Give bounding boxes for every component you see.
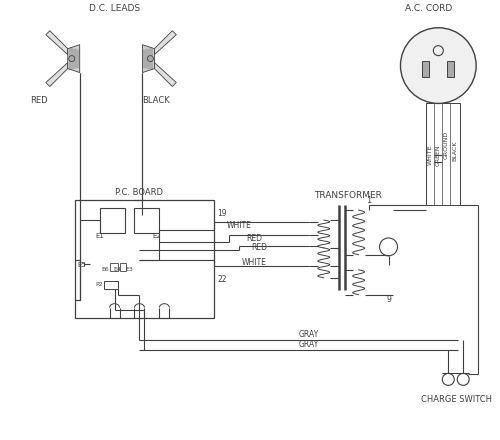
Text: P2: P2 (95, 282, 102, 287)
Circle shape (400, 28, 476, 103)
Bar (448, 61, 454, 77)
Polygon shape (46, 62, 68, 87)
Text: E4: E4 (114, 268, 122, 272)
Text: GREEN: GREEN (436, 144, 441, 166)
Bar (134, 208, 160, 233)
Text: D.C. LEADS: D.C. LEADS (89, 4, 140, 13)
Text: WHITE: WHITE (242, 258, 266, 268)
Bar (110, 263, 118, 271)
Text: P.C. BOARD: P.C. BOARD (114, 187, 162, 197)
Polygon shape (154, 31, 176, 55)
Text: E2: E2 (152, 233, 162, 239)
Text: TRANSFORMER: TRANSFORMER (314, 191, 382, 200)
Bar (100, 208, 124, 233)
Text: E6: E6 (102, 268, 110, 272)
Text: GRAY: GRAY (298, 340, 319, 349)
Text: WHITE: WHITE (428, 145, 433, 165)
Text: 9: 9 (386, 295, 391, 304)
Text: A.C. CORD: A.C. CORD (404, 4, 452, 13)
Bar (422, 61, 430, 77)
Polygon shape (154, 62, 176, 87)
Text: RED: RED (30, 96, 48, 105)
Text: GRAY: GRAY (298, 330, 319, 339)
Bar (104, 281, 118, 289)
Text: 1: 1 (366, 195, 371, 205)
Text: WHITE: WHITE (226, 221, 252, 231)
Polygon shape (68, 45, 80, 73)
Bar (74, 200, 214, 318)
Bar (426, 103, 460, 205)
Text: E3: E3 (126, 268, 134, 272)
Bar (120, 263, 126, 271)
Text: BLACK: BLACK (453, 140, 458, 161)
Text: RED: RED (251, 243, 267, 253)
Text: RED: RED (246, 235, 262, 243)
Text: E5: E5 (78, 262, 86, 268)
Text: CHARGE SWITCH: CHARGE SWITCH (421, 395, 492, 404)
Polygon shape (142, 45, 154, 73)
Polygon shape (46, 31, 68, 55)
Text: GROUND: GROUND (444, 131, 449, 159)
Text: BLACK: BLACK (142, 96, 170, 105)
Text: 22: 22 (217, 275, 226, 284)
Text: 19: 19 (217, 209, 227, 217)
Text: E1: E1 (96, 233, 104, 239)
